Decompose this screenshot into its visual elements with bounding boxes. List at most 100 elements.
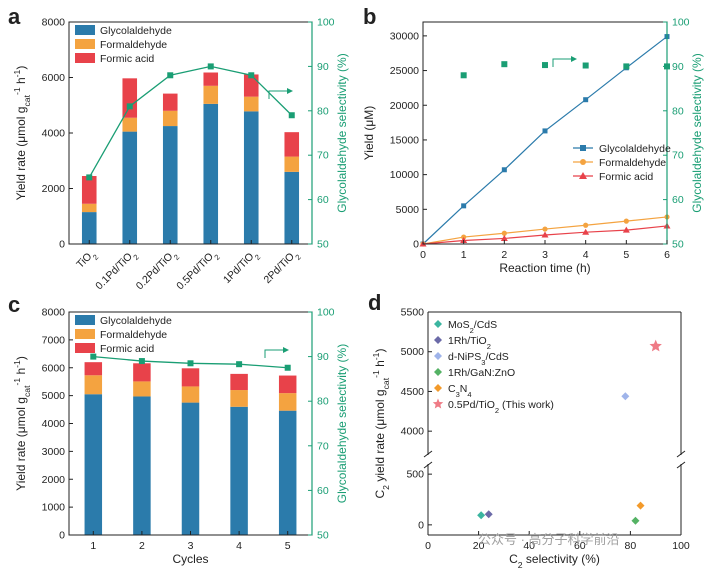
panel-d-xtick-label: 20 bbox=[473, 540, 485, 552]
panel-c-ytick-label: 3000 bbox=[42, 446, 66, 458]
panel-c-bar-formic-acid bbox=[181, 368, 200, 387]
text-span: 2 bbox=[495, 406, 499, 415]
panel-b-xtick-label: 3 bbox=[542, 249, 548, 261]
panel-c-y2tick-label: 100 bbox=[317, 307, 335, 319]
panel-a-selectivity-point bbox=[207, 63, 214, 70]
panel-c-selectivity-point bbox=[90, 353, 97, 360]
panel-d-legend-marker bbox=[434, 336, 442, 344]
panel-d-legend-label: 0.5Pd/TiO2 (This work) bbox=[448, 399, 554, 415]
panel-a-xtick-label: 2Pd/TiO2 bbox=[261, 248, 302, 289]
panel-a-xtick-label: TiO2 bbox=[74, 248, 100, 274]
text-span: 0.2Pd/TiO bbox=[134, 251, 176, 293]
panel-b-legend-marker bbox=[579, 172, 587, 179]
panel-a-y2label: Glycolaldehyde selectivity (%) bbox=[335, 53, 349, 212]
panel-c-bar-formic-acid bbox=[84, 362, 103, 376]
panel-d-ylabel: C2 yield rate (μmol gcat-1 h-1) bbox=[371, 349, 391, 499]
panel-d-ytick-label: 500 bbox=[406, 469, 424, 481]
panel-a-y2tick-label: 80 bbox=[317, 105, 329, 117]
panel-d-point-mos bbox=[477, 511, 486, 520]
text-span: Yield rate (μmol g bbox=[14, 107, 28, 201]
panel-b-xlabel: Reaction time (h) bbox=[499, 261, 590, 275]
watermark: 公众号 · 高分子科学前沿 bbox=[478, 532, 620, 547]
panel-a-y2tick-label: 90 bbox=[317, 61, 329, 73]
panel-d-legend-label: 1Rh/TiO2 bbox=[448, 335, 491, 351]
text-span: C bbox=[509, 552, 518, 566]
text-span: ) bbox=[14, 356, 28, 360]
text-span: C bbox=[373, 489, 387, 498]
panel-d-xtick-label: 100 bbox=[672, 540, 690, 552]
panel-b-legend-marker bbox=[580, 159, 586, 165]
panel-b-selectivity-point bbox=[501, 61, 508, 68]
panel-b-ytick-label: 20000 bbox=[390, 100, 419, 112]
panel-b-ytick-label: 0 bbox=[413, 239, 419, 251]
panel-c-legend-swatch bbox=[75, 343, 95, 353]
panel-d-xtick-label: 40 bbox=[523, 540, 535, 552]
panel-d-legend-marker bbox=[434, 320, 442, 328]
panel-c-y2-indicator-arrowhead bbox=[283, 347, 289, 353]
text-span: 2 bbox=[381, 485, 391, 490]
panel-b-point-formic-acid bbox=[622, 226, 630, 233]
panel-b-xtick-label: 2 bbox=[501, 249, 507, 261]
panel-b-point-glycolaldehyde bbox=[461, 203, 467, 209]
panel-b-xtick-label: 6 bbox=[664, 249, 670, 261]
text-span: h bbox=[14, 77, 28, 87]
panel-a-bar-formic-acid bbox=[203, 72, 219, 86]
panel-c-legend-label: Formaldehyde bbox=[100, 329, 167, 341]
panel-a-xtick-label: 0.5Pd/TiO2 bbox=[174, 248, 221, 295]
text-span: h bbox=[14, 368, 28, 378]
panel-c-ylabel: Yield rate (μmol gcat-1 h-1) bbox=[12, 356, 32, 491]
panel-a-bar-formic-acid bbox=[243, 74, 259, 97]
panel-d-point-0-5pd-tio bbox=[649, 339, 662, 352]
panel-c-selectivity-point bbox=[236, 361, 243, 368]
panel-a-bar-formic-acid bbox=[122, 78, 138, 118]
panel-b-legend-label: Formaldehyde bbox=[599, 157, 666, 169]
panel-d-xtick-label: 0 bbox=[425, 540, 431, 552]
panel-a-bar-formaldehyde bbox=[203, 85, 219, 104]
panel-d-axis-break-mark bbox=[423, 450, 433, 458]
panel-b-ylabel: Yield (μM) bbox=[362, 106, 376, 160]
text-span: 2 bbox=[487, 342, 491, 351]
panel-d-xtick-label: 60 bbox=[574, 540, 586, 552]
panel-c-xtick-label: 4 bbox=[236, 540, 242, 552]
text-span: 2 bbox=[91, 252, 100, 261]
panel-b-point-glycolaldehyde bbox=[542, 128, 548, 134]
panel-b-point-formic-acid bbox=[541, 231, 549, 238]
panel-d-axis-break-mark bbox=[423, 461, 433, 469]
text-span: -1 bbox=[12, 378, 22, 386]
panel-c-bar-glycolaldehyde bbox=[133, 396, 151, 535]
panel-c-ytick-label: 6000 bbox=[42, 362, 66, 374]
panel-b-y2-indicator-arrowhead bbox=[571, 56, 577, 62]
panel-a-panel-label: a bbox=[8, 4, 21, 29]
panel-c: 0 1000 2000 3000 4000 5000 6000 7000 8000 50 60 70 8… bbox=[8, 292, 349, 566]
panel-b-y2tick-label: 100 bbox=[672, 17, 690, 29]
panel-d-legend-label: d-NiPS3/CdS bbox=[448, 351, 509, 367]
panel-c-legend-label: Glycolaldehyde bbox=[100, 315, 172, 327]
text-span: yield rate (μmol g bbox=[373, 389, 387, 485]
panel-c-y2tick-label: 70 bbox=[317, 440, 329, 452]
panel-b-point-formaldehyde bbox=[501, 230, 507, 236]
text-span: 0.1Pd/TiO bbox=[93, 251, 135, 293]
panel-b-selectivity-point bbox=[542, 62, 548, 69]
panel-c-y2tick-label: 60 bbox=[317, 485, 329, 497]
text-span: cat bbox=[22, 94, 32, 106]
panel-c-bar-formaldehyde bbox=[278, 393, 297, 411]
panel-c-xlabel: Cycles bbox=[172, 552, 208, 566]
panel-a-bar-glycolaldehyde bbox=[122, 131, 138, 244]
text-span: /CdS bbox=[474, 319, 497, 331]
panel-a-ytick-label: 2000 bbox=[42, 183, 66, 195]
panel-a-bar-glycolaldehyde bbox=[162, 126, 178, 244]
panel-d-ytick-label: 0 bbox=[418, 519, 424, 531]
panel-b-legend-marker bbox=[580, 145, 586, 151]
panel-d-xtick-label: 80 bbox=[625, 540, 637, 552]
panel-a-legend-swatch bbox=[75, 25, 95, 35]
panel-b-panel-label: b bbox=[363, 4, 376, 29]
panel-c-y2label: Glycolaldehyde selectivity (%) bbox=[335, 344, 349, 503]
panel-a-ylabel: Yield rate (μmol gcat-1 h-1) bbox=[12, 66, 32, 201]
panel-a-bar-formic-acid bbox=[81, 176, 97, 204]
panel-a-y2tick-label: 70 bbox=[317, 150, 329, 162]
text-span: MoS bbox=[448, 319, 470, 331]
panel-a-legend-label: Glycolaldehyde bbox=[100, 25, 172, 37]
panel-a-bar-formic-acid bbox=[162, 93, 178, 111]
